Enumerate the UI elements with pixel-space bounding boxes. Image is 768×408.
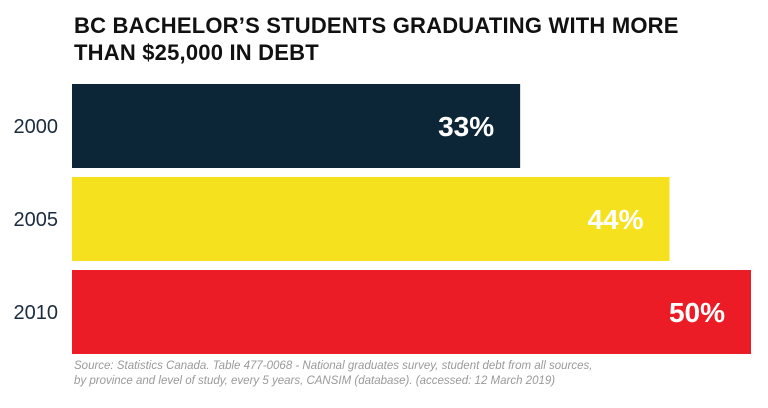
category-label-2010: 2010 (14, 302, 59, 324)
chart-title: BC BACHELOR’S STUDENTS GRADUATING WITH M… (74, 13, 679, 65)
source-note: Source: Statistics Canada. Table 477-006… (74, 359, 734, 389)
value-label-2010: 50% (669, 297, 725, 328)
source-line-2: by province and level of study, every 5 … (74, 375, 556, 387)
category-label-2005: 2005 (14, 209, 59, 231)
category-label-2000: 2000 (14, 116, 59, 138)
value-label-2005: 44% (587, 204, 643, 235)
bar-2000 (72, 84, 521, 168)
source-line-1: Source: Statistics Canada. Table 477-006… (74, 360, 593, 372)
bar-2005 (72, 177, 670, 261)
value-label-2000: 33% (438, 111, 494, 142)
bar-2010 (72, 270, 751, 354)
